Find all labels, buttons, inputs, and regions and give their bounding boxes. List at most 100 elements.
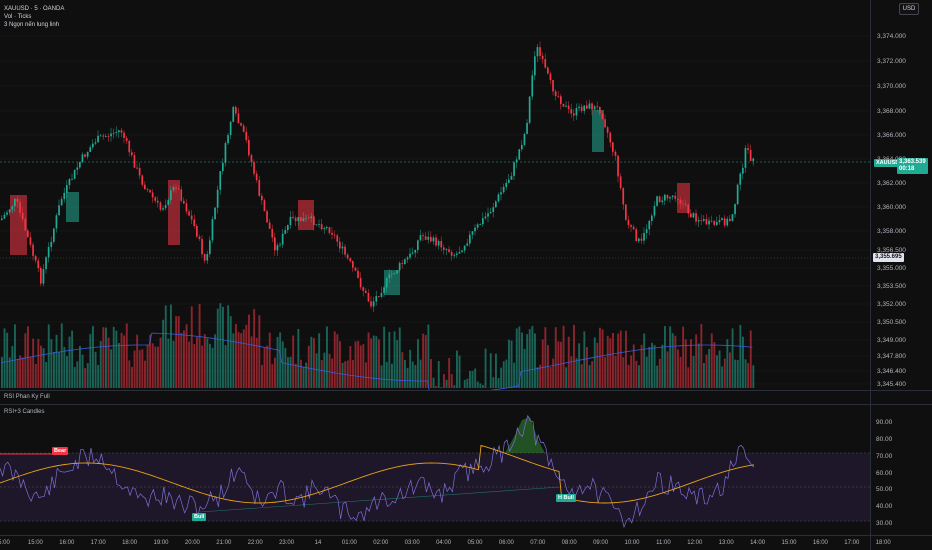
volume-bar — [157, 346, 159, 388]
volume-bar — [419, 359, 422, 388]
volume-bar — [81, 354, 84, 388]
candle-body — [656, 196, 658, 206]
candle-body — [157, 200, 159, 203]
volume-bar — [76, 361, 79, 388]
volume-bar — [185, 324, 188, 388]
candle-body — [388, 274, 391, 279]
candle-body — [224, 143, 227, 163]
candle-body — [609, 132, 612, 143]
volume-bar — [591, 361, 594, 388]
volume-bar — [89, 333, 92, 388]
volume-bar — [112, 326, 115, 388]
candle-body — [326, 227, 328, 229]
currency-button[interactable]: USD — [899, 3, 919, 15]
candle-body — [27, 230, 29, 238]
candle-body — [245, 131, 248, 141]
volume-bar — [713, 342, 716, 388]
candle-body — [281, 233, 284, 245]
volume-bar — [570, 356, 573, 388]
volume-bar — [703, 363, 705, 388]
candle-body — [229, 121, 232, 136]
volume-bar — [183, 330, 185, 388]
volume-bar — [742, 336, 744, 388]
price-axis[interactable]: 3,374.000 3,372.000 3,370.000 3,368.000 3,36… — [870, 0, 932, 550]
candle-body — [424, 236, 427, 240]
candle-body — [690, 213, 692, 218]
volume-bar — [86, 363, 89, 388]
candle-body — [172, 187, 175, 191]
volume-bar — [588, 365, 591, 388]
candle-body — [105, 136, 107, 138]
volume-bar — [47, 324, 50, 388]
volume-bar — [630, 355, 633, 388]
volume-bar — [357, 340, 360, 388]
volume-bar — [323, 352, 326, 388]
candle-body — [747, 148, 749, 150]
volume-bar — [692, 355, 695, 388]
candle-body — [544, 59, 547, 68]
volume-bar — [669, 326, 672, 388]
time-axis-tick: 01:00 — [341, 540, 357, 546]
candle-body — [294, 217, 297, 222]
volume-bar — [370, 338, 373, 388]
volume-bar — [58, 351, 61, 388]
candle-body — [674, 195, 677, 199]
candle-body — [185, 203, 188, 212]
time-axis-tick: 16:00 — [812, 540, 828, 546]
rsi-chart[interactable] — [0, 405, 870, 535]
candle-body — [404, 259, 406, 265]
candle-body — [448, 249, 450, 253]
candle-body — [133, 155, 136, 168]
candle-body — [573, 113, 575, 116]
candle-body — [357, 270, 359, 279]
pane-separator[interactable] — [0, 390, 932, 391]
candle-body — [196, 225, 198, 237]
time-axis-tick: 18:00 — [875, 540, 891, 546]
pane-separator[interactable] — [0, 404, 932, 405]
volume-bar — [227, 305, 230, 388]
volume-line: Vol · Ticks — [4, 14, 32, 20]
volume-bar — [606, 335, 609, 388]
candle-body — [219, 171, 222, 190]
volume-bar — [549, 367, 552, 388]
volume-bar — [240, 333, 243, 388]
candle-body — [63, 192, 66, 200]
volume-bar — [690, 339, 692, 388]
volume-bar — [565, 367, 568, 388]
price-axis-tick: 3,374.000 — [877, 33, 906, 40]
candle-body — [131, 152, 133, 156]
time-axis-tick: 14:00 — [750, 540, 766, 546]
time-axis[interactable]: 5:00 15:00 16:00 17:00 18:00 19:00 20:00 21:00 2… — [0, 535, 932, 550]
candle-body — [253, 162, 255, 174]
volume-bar — [190, 306, 193, 388]
volume-bar — [375, 336, 378, 388]
candle-body — [614, 151, 617, 156]
volume-bar — [128, 360, 131, 388]
candle-body — [209, 240, 211, 255]
candle-body — [487, 213, 489, 217]
volume-bar — [68, 336, 71, 388]
volume-bar — [141, 349, 144, 388]
volume-bar — [614, 355, 617, 388]
candle-body — [396, 270, 398, 274]
candle-body — [222, 162, 224, 172]
volume-bar — [175, 316, 178, 388]
candle-body — [146, 189, 149, 190]
volume-bar — [450, 374, 453, 388]
candle-body — [417, 240, 419, 250]
candle-body — [523, 133, 526, 145]
volume-bar — [679, 356, 682, 388]
volume-bar — [84, 367, 87, 388]
candle-body — [713, 220, 716, 225]
time-axis-tick: 10:00 — [624, 540, 640, 546]
volume-bar — [339, 341, 341, 388]
volume-bar — [271, 364, 274, 388]
candle-body — [32, 244, 34, 256]
rsi-overbought-fill — [505, 417, 545, 453]
candle-body — [677, 198, 679, 201]
price-chart[interactable] — [0, 0, 870, 390]
volume-bar — [492, 377, 495, 388]
candle-body — [703, 219, 705, 221]
candle-body — [3, 214, 6, 219]
candle-body — [583, 105, 586, 111]
